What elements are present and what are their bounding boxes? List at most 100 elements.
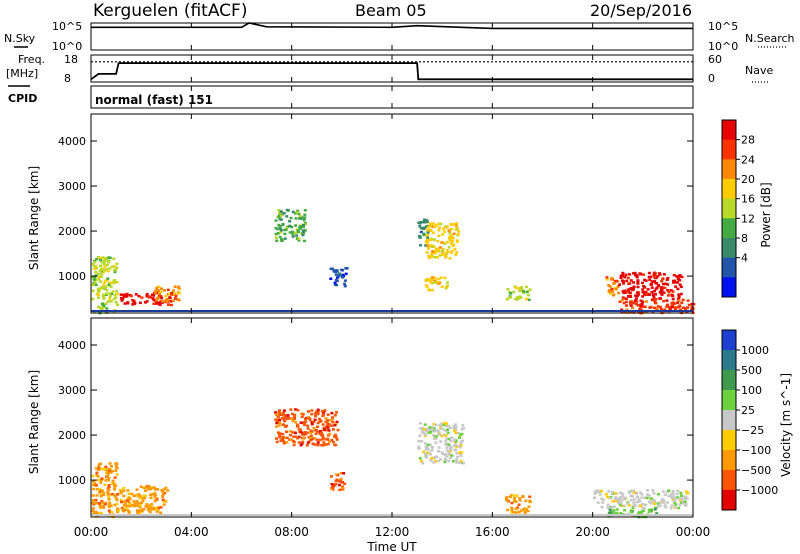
scatter-cell-6 xyxy=(426,239,430,243)
scatter-cell-2 xyxy=(301,437,305,440)
scatter-cell-6 xyxy=(450,249,454,253)
scatter-cell-2 xyxy=(331,421,335,424)
scatter-cell-3 xyxy=(279,231,283,234)
scatter-cell-4 xyxy=(443,453,447,457)
xtick-label-5: 20:00 xyxy=(575,525,610,539)
scatter-cell-8 xyxy=(509,292,513,295)
scatter-cell-0 xyxy=(104,302,108,306)
scatter-cell-2 xyxy=(292,435,296,439)
scatter-cell-11 xyxy=(639,299,643,302)
scatter-cell-1 xyxy=(153,495,157,498)
scatter-cell-5 xyxy=(515,495,519,498)
scatter-cell-1 xyxy=(161,495,165,498)
scatter-cell-0 xyxy=(106,269,110,273)
scatter-cell-10 xyxy=(644,290,648,294)
scatter-cell-4 xyxy=(423,423,427,426)
scatter-cell-2 xyxy=(283,414,287,417)
scatter-cell-1 xyxy=(116,507,120,510)
scatter-cell-1 xyxy=(140,296,144,299)
scatter-cell-3 xyxy=(331,488,335,491)
scatter-cell-3 xyxy=(296,229,300,232)
scatter-cell-11 xyxy=(622,301,626,305)
scatter-cell-10 xyxy=(656,283,660,287)
scatter-cell-5 xyxy=(424,244,428,247)
scatter-cell-6 xyxy=(662,501,666,504)
scatter-cell-3 xyxy=(283,237,287,240)
scatter-cell-4 xyxy=(334,273,338,276)
scatter-cell-0 xyxy=(106,493,110,496)
scatter-cell-1 xyxy=(127,492,131,495)
scatter-cell-4 xyxy=(436,429,440,432)
scatter-cell-6 xyxy=(631,506,635,510)
power-swatch-2 xyxy=(722,159,736,180)
velocity-tick-label-1: 500 xyxy=(741,364,762,377)
scatter-cell-0 xyxy=(105,289,109,292)
velocity-frame xyxy=(721,329,737,511)
scatter-cell-5 xyxy=(510,506,514,510)
scatter-cell-2 xyxy=(314,415,317,418)
scatter-cell-10 xyxy=(634,297,638,300)
scatter-cell-10 xyxy=(648,278,652,282)
scatter-cell-3 xyxy=(337,483,341,487)
scatter-cell-10 xyxy=(629,279,633,282)
scatter-cell-4 xyxy=(418,434,422,437)
scatter-cell-2 xyxy=(312,426,316,430)
scatter-cell-11 xyxy=(625,304,628,307)
scatter-cell-1 xyxy=(124,499,128,503)
scatter-cell-6 xyxy=(684,490,688,493)
scatter-cell-4 xyxy=(461,424,465,427)
scatter-cell-6 xyxy=(651,489,655,492)
scatter-cell-0 xyxy=(113,293,117,297)
scatter-cell-4 xyxy=(423,428,427,431)
scatter-cell-0 xyxy=(107,509,111,512)
scatter-cell-11 xyxy=(673,308,677,311)
scatter-cell-10 xyxy=(675,275,679,278)
scatter-cell-10 xyxy=(653,289,656,293)
velocity-colorbar-label: Velocity [m s^-1] xyxy=(779,373,793,477)
scatter-cell-2 xyxy=(310,420,314,424)
scatter-cell-4 xyxy=(334,278,338,282)
scatter-cell-8 xyxy=(514,286,518,290)
scatter-cell-6 xyxy=(450,227,454,231)
scatter-cell-3 xyxy=(302,225,305,229)
velocity-tick-label-3: 25 xyxy=(741,404,755,417)
cpid-text: normal (fast) 151 xyxy=(95,93,213,107)
scatter-cell-5 xyxy=(514,507,518,511)
scatter-cell-6 xyxy=(449,223,453,226)
scatter-cell-1 xyxy=(138,511,142,514)
scatter-cell-8 xyxy=(519,296,523,299)
scatter-cell-5 xyxy=(516,510,520,514)
power-ytick-label-1: 3000 xyxy=(58,180,86,193)
scatter-cell-11 xyxy=(655,308,659,311)
scatter-cell-2 xyxy=(322,426,326,430)
scatter-cell-0 xyxy=(114,301,118,304)
scatter-cell-6 xyxy=(432,222,436,225)
scatter-cell-2 xyxy=(275,437,278,440)
scatter-cell-6 xyxy=(667,489,671,493)
scatter-cell-3 xyxy=(274,232,278,236)
scatter-cell-4 xyxy=(454,445,458,449)
power-swatch-4 xyxy=(722,198,736,219)
scatter-cell-2 xyxy=(296,423,300,427)
scatter-cell-11 xyxy=(638,307,642,311)
scatter-cell-2 xyxy=(177,298,181,301)
scatter-cell-6 xyxy=(445,225,449,228)
scatter-cell-7 xyxy=(609,511,613,514)
scatter-cell-10 xyxy=(628,291,632,294)
scatter-cell-0 xyxy=(107,283,111,286)
scatter-cell-6 xyxy=(649,497,653,500)
scatter-cell-6 xyxy=(447,229,451,233)
scatter-cell-6 xyxy=(620,499,624,502)
scatter-cell-0 xyxy=(115,473,119,476)
scatter-cell-3 xyxy=(288,220,292,223)
scatter-cell-1 xyxy=(119,491,123,495)
scatter-cell-10 xyxy=(656,275,660,278)
scatter-cell-2 xyxy=(330,424,334,427)
scatter-cell-0 xyxy=(114,296,118,299)
scatter-cell-9 xyxy=(617,291,621,295)
scatter-cell-6 xyxy=(433,255,437,259)
scatter-cell-5 xyxy=(422,233,426,237)
scatter-cell-0 xyxy=(108,501,112,505)
scatter-cell-10 xyxy=(628,273,632,276)
